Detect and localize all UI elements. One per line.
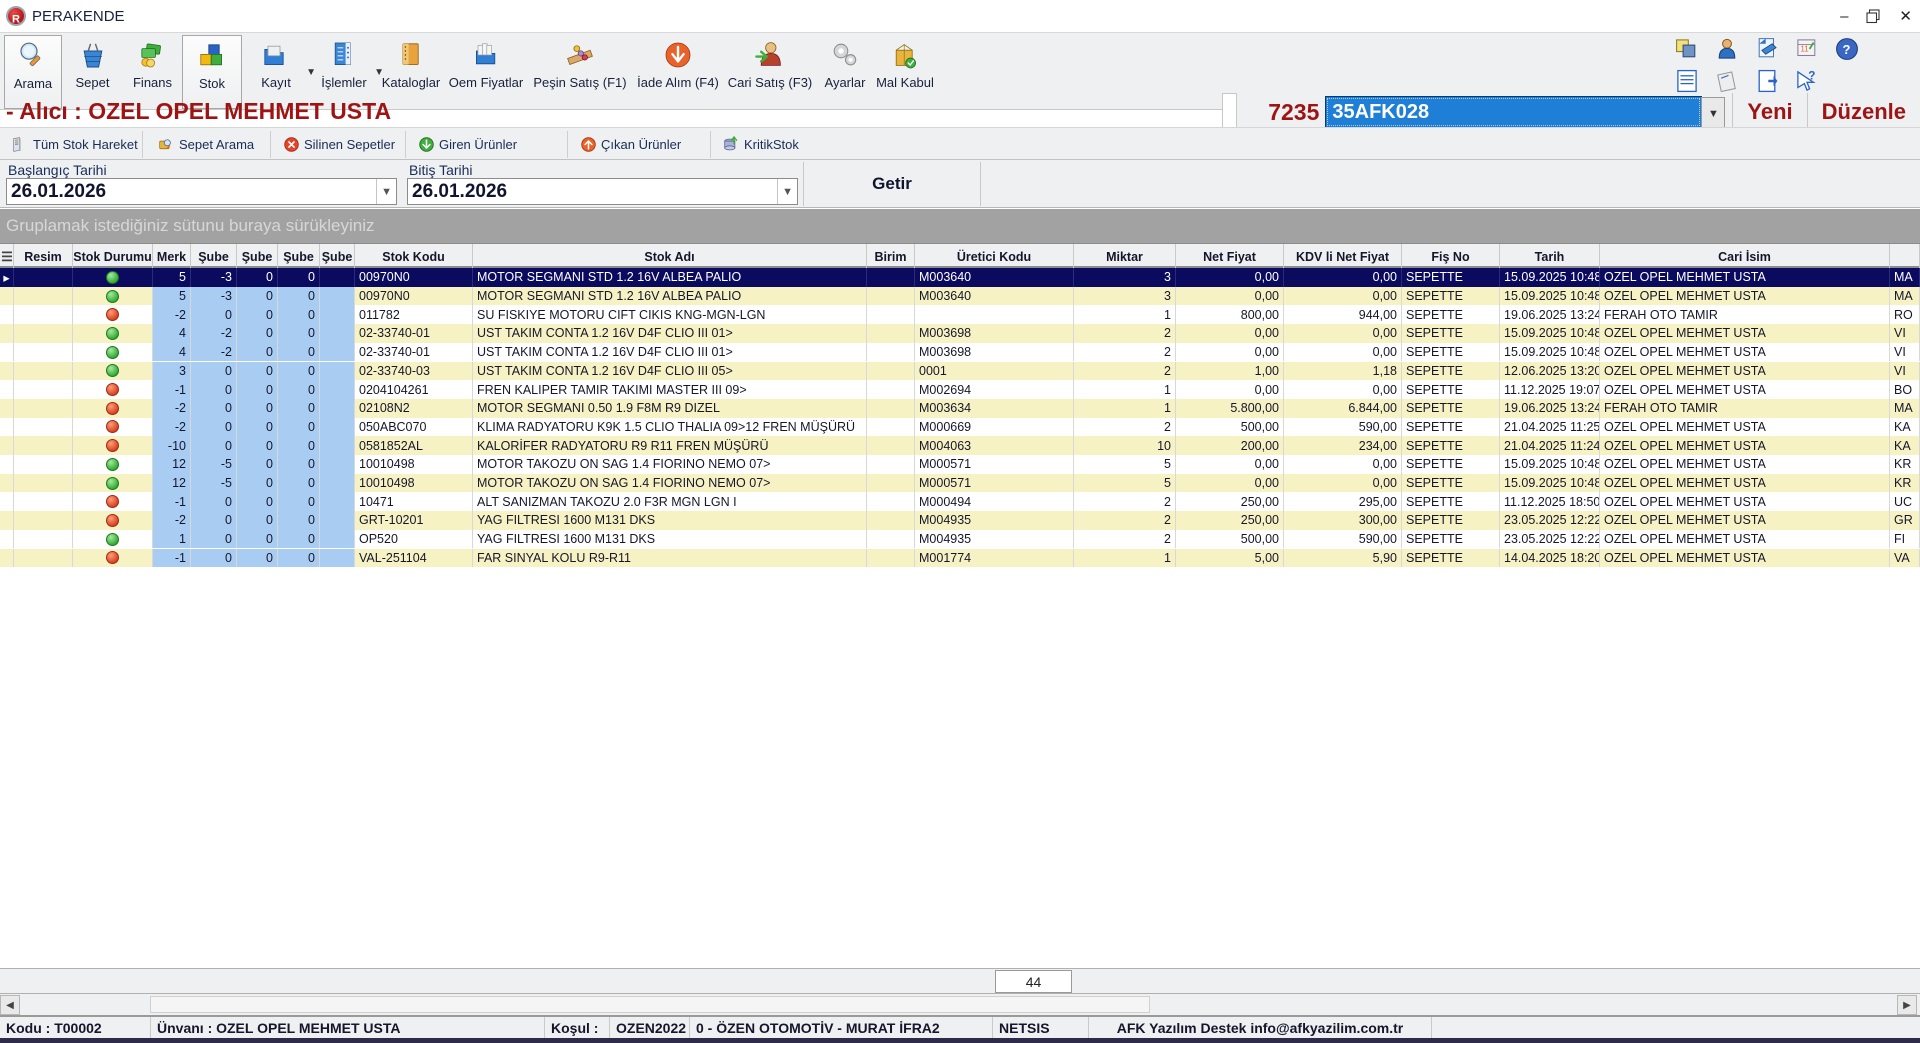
svg-text:?: ? (1808, 70, 1815, 83)
svg-text:11: 11 (1801, 45, 1809, 54)
svg-text:R: R (12, 14, 20, 26)
svg-text:?: ? (1842, 42, 1850, 57)
